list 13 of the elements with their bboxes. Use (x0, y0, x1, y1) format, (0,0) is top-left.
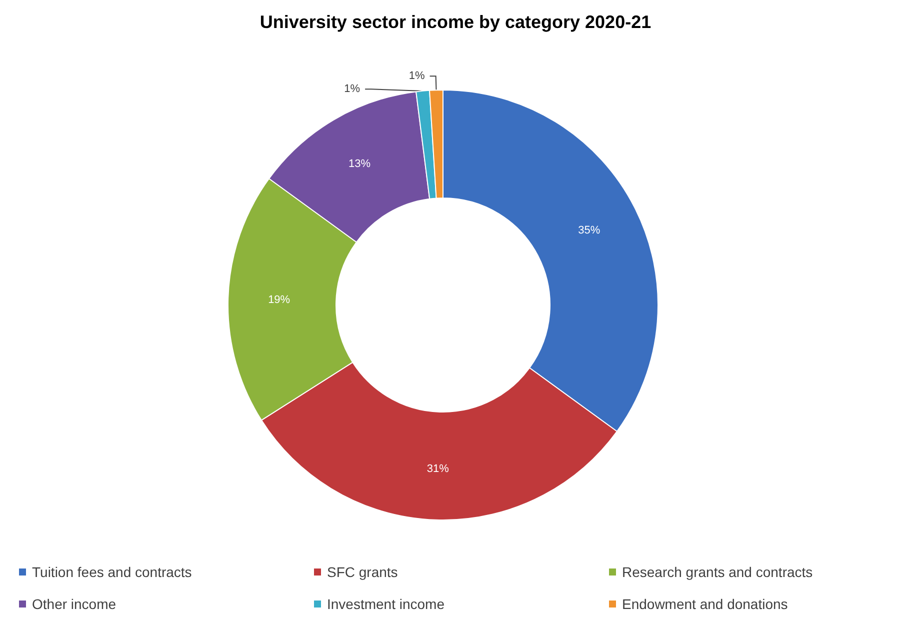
legend-label: SFC grants (327, 564, 398, 580)
data-label: 1% (408, 70, 426, 82)
legend-label: Endowment and donations (622, 596, 788, 612)
data-label: 35% (578, 224, 600, 237)
data-label: 1% (344, 83, 360, 96)
legend-label: Research grants and contracts (622, 564, 813, 580)
data-label: 31% (426, 462, 450, 475)
legend-label: Other income (32, 596, 116, 612)
legend-label: Investment income (327, 596, 445, 612)
chart-title: University sector income by category 2020-21 (260, 12, 652, 32)
data-label: 19% (268, 294, 290, 306)
data-label: 13% (348, 158, 371, 170)
legend-label: Tuition fees and contracts (32, 564, 192, 580)
